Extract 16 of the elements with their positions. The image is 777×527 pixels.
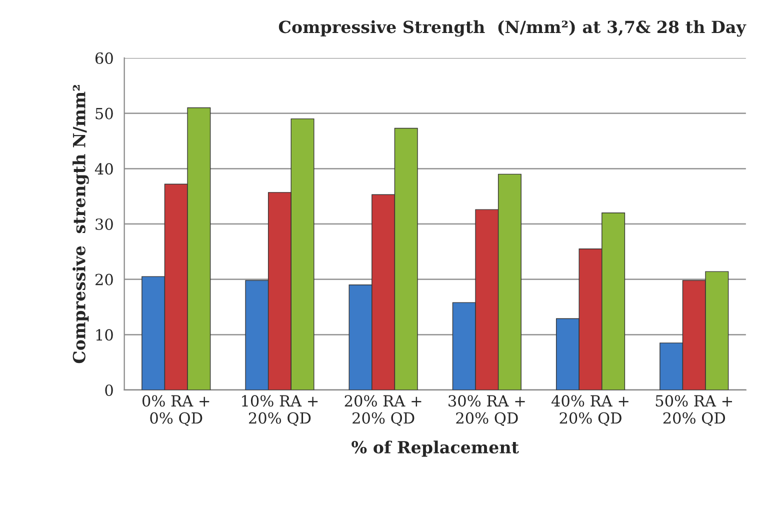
x-tick-label: 30% RA + 20% QD [448,395,525,426]
x-tick-label: 10% RA + 20% QD [242,395,318,426]
y-tick-label: 10 [96,329,113,341]
x-tick-label: 50% RA + 20% QD [656,395,732,426]
y-axis-title: Compressive strength N/mm² [72,85,89,364]
x-tick-label: 0% RA + 0% QD [142,395,210,426]
y-tick-label: 50 [96,108,113,120]
y-tick-label: 40 [94,163,113,175]
y-tick-label: 20 [96,274,113,286]
x-tick-label: 20% RA + 20% QD [344,395,422,426]
y-tick-label: 0 [105,384,113,396]
chart-title: Compressive Strength (N/mm²) at 3,7& 28 th Day [278,20,746,37]
x-axis-title: % of Replacement [352,440,519,457]
y-tick-label: 30 [96,218,113,230]
y-tick-label: 60 [95,52,113,64]
x-tick-label: 40% RA + 20% QD [551,395,628,426]
